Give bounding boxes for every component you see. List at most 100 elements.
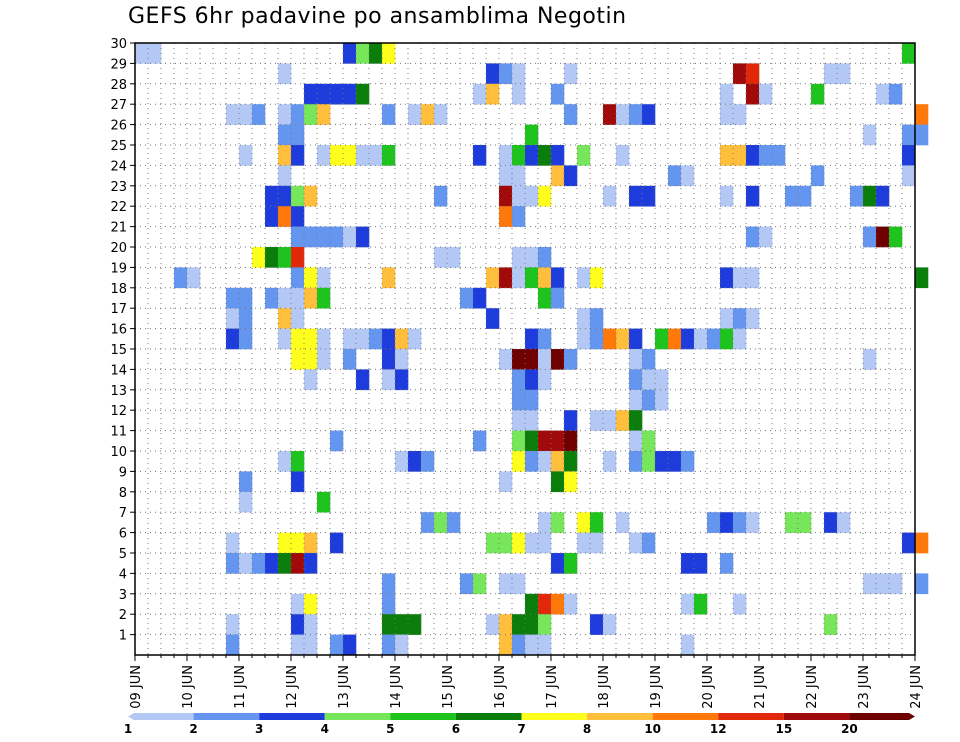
x-tick-label: 19 JUN <box>649 665 664 709</box>
heatmap-cell <box>915 532 929 554</box>
heatmap-cell <box>746 267 760 289</box>
heatmap-cell <box>291 247 305 268</box>
colorbar-segment <box>521 713 588 720</box>
heatmap-cell <box>382 614 396 635</box>
heatmap-cell <box>811 165 825 187</box>
heatmap-cell <box>239 287 253 309</box>
heatmap-cell <box>668 328 682 350</box>
heatmap-cell <box>486 532 500 554</box>
heatmap-cell <box>616 104 630 125</box>
heatmap-cell <box>499 573 513 595</box>
heatmap-cell <box>343 328 357 350</box>
colorbar-label: 8 <box>583 722 591 736</box>
heatmap-cell <box>590 267 604 289</box>
heatmap-cell <box>525 369 539 391</box>
heatmap-cell <box>356 369 370 391</box>
heatmap-cell <box>876 83 890 105</box>
heatmap-cell <box>317 267 331 289</box>
heatmap-cell <box>473 287 487 309</box>
heatmap-cell <box>655 328 669 350</box>
colorbar-segment <box>193 713 260 720</box>
heatmap-cell <box>291 471 305 493</box>
heatmap-cell <box>681 451 695 472</box>
heatmap-cell <box>226 104 240 125</box>
heatmap-cell <box>304 634 318 656</box>
heatmap-cell <box>512 532 526 554</box>
heatmap-cell <box>525 267 539 289</box>
heatmap-cell <box>551 451 565 472</box>
heatmap-cell <box>395 349 409 370</box>
colorbar-segment <box>455 713 522 720</box>
heatmap-cell <box>330 634 344 656</box>
heatmap-cell <box>759 145 773 166</box>
colorbar-label: 12 <box>710 722 727 736</box>
heatmap-cell <box>135 43 149 64</box>
heatmap-cell <box>304 369 318 391</box>
heatmap-cell <box>408 104 422 125</box>
heatmap-cell <box>538 267 552 289</box>
heatmap-cell <box>538 532 552 554</box>
heatmap-cell <box>629 369 643 391</box>
heatmap-cell <box>564 165 578 187</box>
heatmap-cell <box>603 410 617 431</box>
heatmap-cell <box>720 308 734 329</box>
heatmap-cell <box>863 124 877 146</box>
heatmap-cell <box>304 104 318 125</box>
heatmap-cell <box>733 63 747 85</box>
heatmap-cell <box>733 267 747 289</box>
heatmap-cell <box>473 83 487 105</box>
heatmap-cell <box>538 369 552 391</box>
heatmap-cell <box>486 267 500 289</box>
heatmap-cell <box>304 287 318 309</box>
heatmap-cell <box>551 512 565 533</box>
heatmap-cell <box>642 389 656 411</box>
heatmap-cell <box>629 104 643 125</box>
heatmap-cell <box>525 185 539 207</box>
heatmap-cell <box>291 553 305 574</box>
heatmap-cell <box>551 553 565 574</box>
x-tick-label: 13 JUN <box>337 665 352 709</box>
heatmap-cell <box>525 247 539 268</box>
heatmap-cell <box>564 430 578 452</box>
heatmap-cell <box>538 634 552 656</box>
heatmap-cell <box>434 247 448 268</box>
heatmap-cell <box>343 83 357 105</box>
heatmap-cell <box>291 328 305 350</box>
heatmap-cell <box>278 185 292 207</box>
colorbar-label: 15 <box>775 722 792 736</box>
y-tick-label: 16 <box>110 323 127 338</box>
heatmap-cell <box>603 104 617 125</box>
heatmap-cell <box>512 389 526 411</box>
heatmap-cell <box>512 247 526 268</box>
heatmap-cell <box>564 593 578 615</box>
heatmap-cell <box>694 553 708 574</box>
heatmap-cell <box>746 83 760 105</box>
heatmap-cell <box>746 226 760 248</box>
colorbar-segment <box>324 713 391 720</box>
y-tick-label: 2 <box>119 608 127 623</box>
heatmap-cell <box>473 145 487 166</box>
heatmap-cell <box>681 165 695 187</box>
heatmap-cell <box>499 165 513 187</box>
heatmap-cell <box>382 573 396 595</box>
heatmap-cell <box>408 451 422 472</box>
heatmap-cell <box>564 553 578 574</box>
x-tick-label: 21 JUN <box>753 665 768 709</box>
heatmap-cell <box>746 63 760 85</box>
heatmap-cell <box>304 532 318 554</box>
heatmap-cell <box>525 349 539 370</box>
y-tick-label: 15 <box>110 343 127 358</box>
heatmap-cell <box>356 83 370 105</box>
heatmap-cell <box>642 430 656 452</box>
heatmap-cell <box>785 185 799 207</box>
y-tick-label: 4 <box>119 567 127 582</box>
heatmap-cell <box>330 145 344 166</box>
heatmap-cell <box>629 328 643 350</box>
heatmap-cell <box>538 451 552 472</box>
heatmap-cell <box>460 287 474 309</box>
heatmap-cell <box>564 349 578 370</box>
heatmap-cell <box>330 226 344 248</box>
heatmap-cell <box>512 145 526 166</box>
heatmap-cell <box>278 104 292 125</box>
